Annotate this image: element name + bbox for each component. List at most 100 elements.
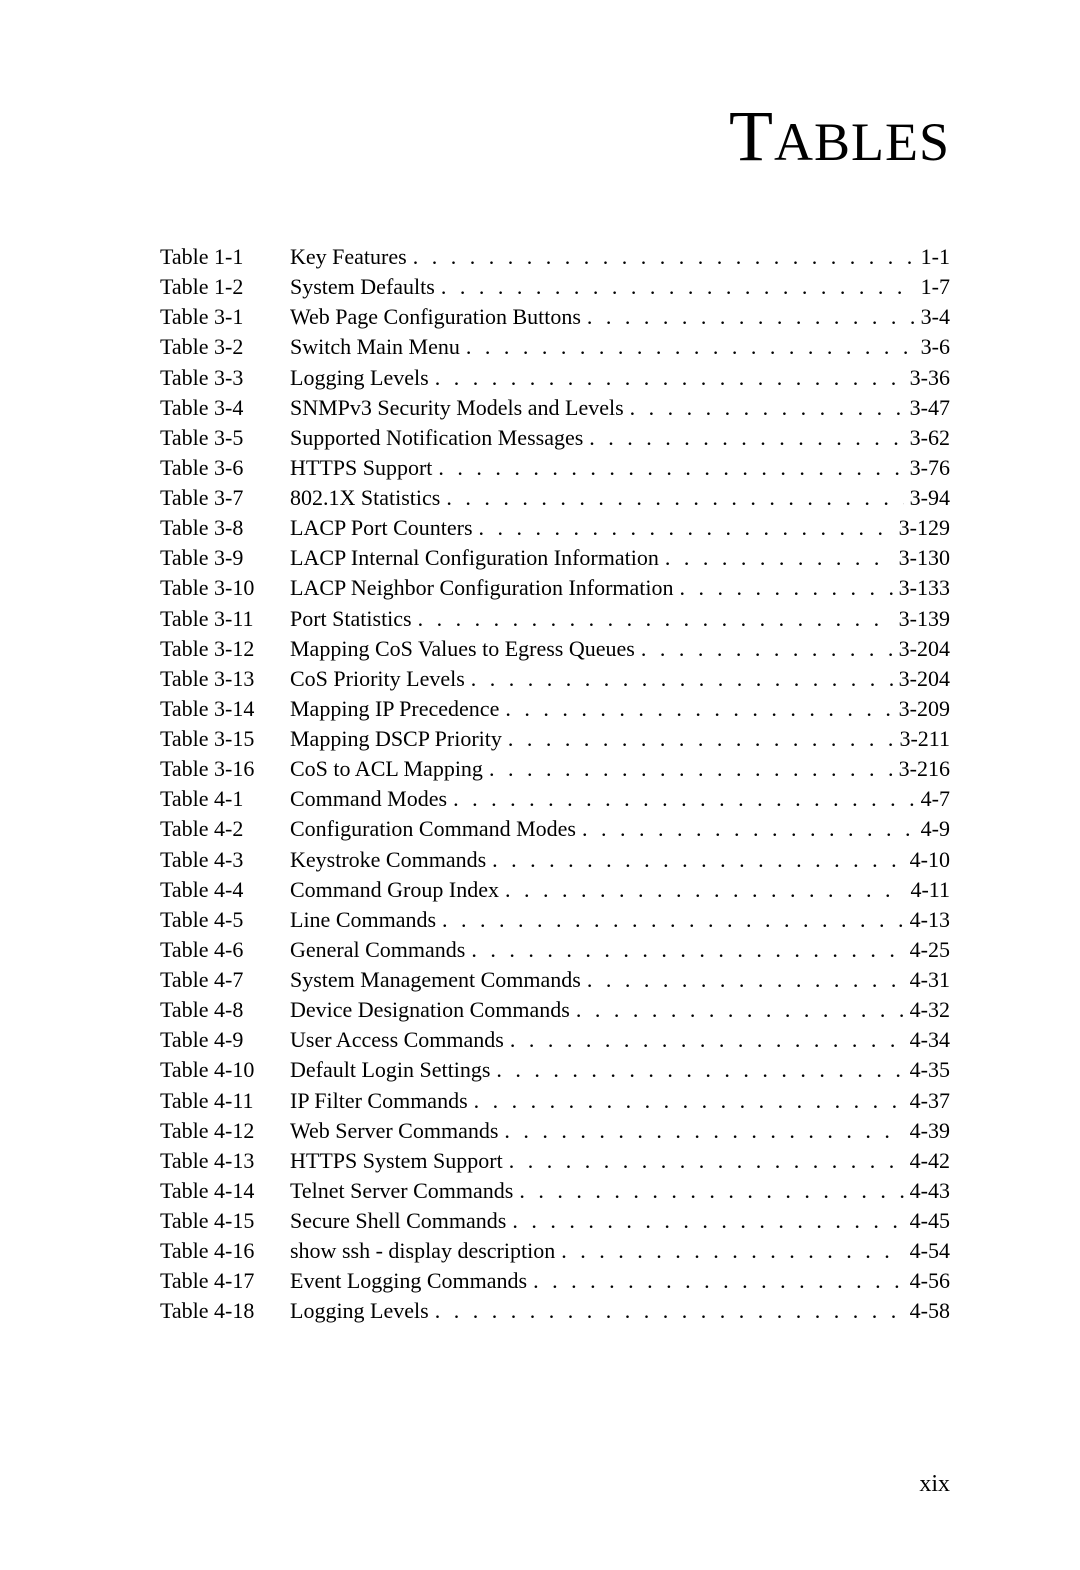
table-page: 3-94	[910, 483, 950, 513]
list-item: Table 3-4SNMPv3 Security Models and Leve…	[160, 393, 950, 423]
table-page: 4-42	[910, 1146, 950, 1176]
leader-dots	[466, 332, 915, 362]
list-item: Table 4-9User Access Commands4-34	[160, 1025, 950, 1055]
list-item: Table 3-11Port Statistics3-139	[160, 604, 950, 634]
table-page: 3-36	[910, 363, 950, 393]
leader-dots	[474, 1086, 904, 1116]
table-page: 3-76	[910, 453, 950, 483]
list-item: Table 3-14Mapping IP Precedence3-209	[160, 694, 950, 724]
table-label: Table 4-2	[160, 814, 290, 844]
table-page: 4-39	[910, 1116, 950, 1146]
leader-dots	[496, 1055, 903, 1085]
table-label: Table 4-11	[160, 1086, 290, 1116]
leader-dots	[505, 694, 892, 724]
leader-dots	[435, 1296, 904, 1326]
table-label: Table 4-6	[160, 935, 290, 965]
table-description: LACP Neighbor Configuration Information	[290, 573, 674, 603]
table-description: IP Filter Commands	[290, 1086, 468, 1116]
list-item: Table 1-2System Defaults1-7	[160, 272, 950, 302]
list-item: Table 4-15Secure Shell Commands4-45	[160, 1206, 950, 1236]
list-item: Table 3-5Supported Notification Messages…	[160, 423, 950, 453]
table-description: CoS Priority Levels	[290, 664, 465, 694]
table-page: 4-34	[910, 1025, 950, 1055]
table-page: 3-209	[899, 694, 950, 724]
table-description: Logging Levels	[290, 1296, 429, 1326]
table-label: Table 3-3	[160, 363, 290, 393]
list-item: Table 1-1Key Features1-1	[160, 242, 950, 272]
table-page: 4-11	[910, 875, 950, 905]
list-item: Table 3-10LACP Neighbor Configuration In…	[160, 573, 950, 603]
table-page: 1-1	[921, 242, 950, 272]
table-page: 3-62	[910, 423, 950, 453]
leader-dots	[510, 1025, 904, 1055]
table-label: Table 3-11	[160, 604, 290, 634]
list-item: Table 3-13CoS Priority Levels3-204	[160, 664, 950, 694]
table-label: Table 4-1	[160, 784, 290, 814]
leader-dots	[587, 302, 915, 332]
list-item: Table 4-16show ssh - display description…	[160, 1236, 950, 1266]
table-label: Table 4-8	[160, 995, 290, 1025]
table-label: Table 3-2	[160, 332, 290, 362]
table-label: Table 3-1	[160, 302, 290, 332]
table-label: Table 4-13	[160, 1146, 290, 1176]
list-item: Table 4-2Configuration Command Modes 4-9	[160, 814, 950, 844]
table-label: Table 4-12	[160, 1116, 290, 1146]
list-item: Table 3-6HTTPS Support3-76	[160, 453, 950, 483]
list-item: Table 4-13HTTPS System Support4-42	[160, 1146, 950, 1176]
table-page: 4-7	[921, 784, 950, 814]
list-item: Table 4-4Command Group Index 4-11	[160, 875, 950, 905]
title-rest: ABLES	[774, 112, 950, 172]
table-description: General Commands	[290, 935, 465, 965]
table-page: 3-211	[899, 724, 950, 754]
table-page: 3-130	[899, 543, 950, 573]
table-description: Mapping CoS Values to Egress Queues	[290, 634, 635, 664]
table-page: 4-9	[921, 814, 950, 844]
table-label: Table 4-14	[160, 1176, 290, 1206]
table-label: Table 4-4	[160, 875, 290, 905]
table-description: Command Group Index	[290, 875, 499, 905]
table-label: Table 3-8	[160, 513, 290, 543]
list-item: Table 4-8Device Designation Commands4-32	[160, 995, 950, 1025]
table-page: 4-25	[910, 935, 950, 965]
leader-dots	[508, 724, 894, 754]
table-description: Default Login Settings	[290, 1055, 490, 1085]
table-description: SNMPv3 Security Models and Levels	[290, 393, 624, 423]
leader-dots	[519, 1176, 903, 1206]
list-item: Table 3-2Switch Main Menu3-6	[160, 332, 950, 362]
table-page: 3-216	[899, 754, 950, 784]
list-item: Table 3-3Logging Levels 3-36	[160, 363, 950, 393]
table-label: Table 3-13	[160, 664, 290, 694]
table-label: Table 3-12	[160, 634, 290, 664]
table-description: LACP Internal Configuration Information	[290, 543, 659, 573]
list-item: Table 4-3Keystroke Commands4-10	[160, 845, 950, 875]
table-description: Logging Levels	[290, 363, 429, 393]
table-page: 4-45	[910, 1206, 950, 1236]
list-item: Table 3-16CoS to ACL Mapping3-216	[160, 754, 950, 784]
leader-dots	[576, 995, 904, 1025]
page: TABLES Table 1-1Key Features1-1Table 1-2…	[0, 0, 1080, 1570]
table-description: System Defaults	[290, 272, 435, 302]
table-description: LACP Port Counters	[290, 513, 473, 543]
leader-dots	[665, 543, 893, 573]
list-item: Table 3-1Web Page Configuration Buttons3…	[160, 302, 950, 332]
table-label: Table 3-9	[160, 543, 290, 573]
leader-dots	[489, 754, 893, 784]
table-label: Table 3-16	[160, 754, 290, 784]
leader-dots	[471, 935, 903, 965]
leader-dots	[435, 363, 904, 393]
table-description: Key Features	[290, 242, 407, 272]
table-description: Command Modes	[290, 784, 447, 814]
list-item: Table 4-12Web Server Commands4-39	[160, 1116, 950, 1146]
table-label: Table 1-2	[160, 272, 290, 302]
tables-list: Table 1-1Key Features1-1Table 1-2System …	[160, 242, 950, 1327]
leader-dots	[413, 242, 915, 272]
table-page: 4-43	[910, 1176, 950, 1206]
table-page: 3-129	[899, 513, 950, 543]
table-label: Table 4-3	[160, 845, 290, 875]
leader-dots	[504, 1116, 903, 1146]
table-label: Table 3-4	[160, 393, 290, 423]
leader-dots	[512, 1206, 903, 1236]
table-label: Table 3-15	[160, 724, 290, 754]
table-description: Configuration Command Modes	[290, 814, 576, 844]
table-description: Device Designation Commands	[290, 995, 570, 1025]
